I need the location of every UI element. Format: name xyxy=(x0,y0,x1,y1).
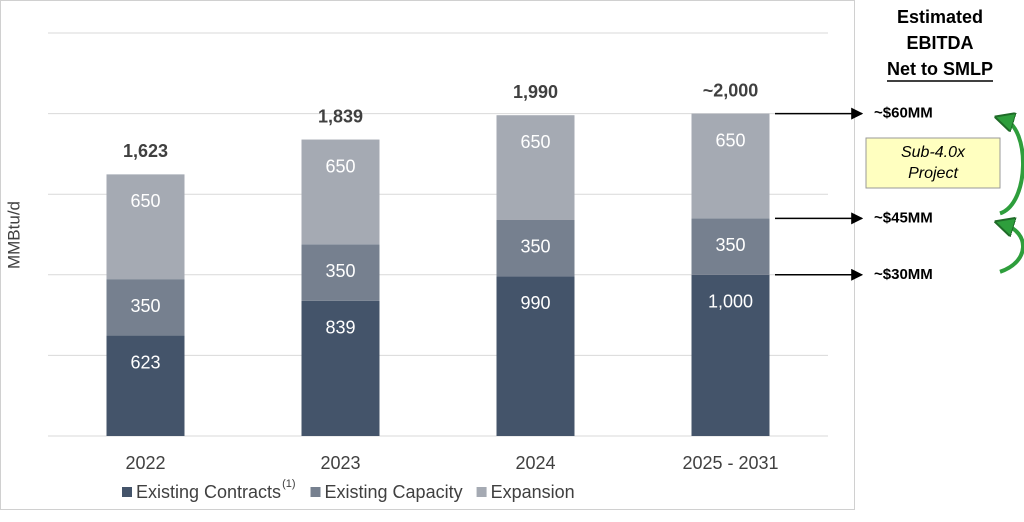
bar-segment xyxy=(106,335,185,436)
data-label: 839 xyxy=(325,318,355,338)
data-label: 650 xyxy=(715,130,745,150)
bar-segment xyxy=(496,276,575,436)
bar-segment xyxy=(496,219,575,277)
total-label: 1,990 xyxy=(513,82,558,102)
data-label: 1,000 xyxy=(708,292,753,312)
data-label: 350 xyxy=(715,235,745,255)
data-label: 650 xyxy=(520,132,550,152)
ebitda-header: Net to SMLP xyxy=(887,59,993,79)
total-label: 1,623 xyxy=(123,141,168,161)
bar-segment xyxy=(106,279,185,336)
legend-label: Existing Contracts xyxy=(136,482,281,502)
total-label: ~2,000 xyxy=(703,80,759,100)
data-label: 350 xyxy=(130,296,160,316)
legend-swatch xyxy=(122,487,132,497)
project-box xyxy=(865,137,1001,189)
bar-segment xyxy=(301,244,380,301)
data-label: 350 xyxy=(325,261,355,281)
bar-segment xyxy=(301,300,380,436)
data-label: 650 xyxy=(130,191,160,211)
bar-segment xyxy=(691,274,770,436)
x-tick-label: 2024 xyxy=(515,453,555,473)
green-arrow xyxy=(1000,120,1024,216)
ebitda-level: ~$60MM xyxy=(874,105,933,122)
legend-label: Expansion xyxy=(491,482,575,502)
x-tick-label: 2022 xyxy=(125,453,165,473)
legend-swatch xyxy=(310,487,321,497)
ebitda-level: ~$45MM xyxy=(874,209,933,226)
legend-label: Existing Capacity xyxy=(325,482,463,502)
bar-segment xyxy=(691,218,770,275)
y-axis-label: MMBtu/d xyxy=(4,201,23,269)
project-box-text: Project xyxy=(908,165,958,182)
chart-frame xyxy=(0,0,855,510)
bar-segment xyxy=(301,139,380,245)
bar-segment xyxy=(106,174,185,280)
x-tick-label: 2023 xyxy=(320,453,360,473)
ebitda-header: EBITDA xyxy=(907,33,974,53)
data-label: 990 xyxy=(520,293,550,313)
data-label: 350 xyxy=(520,237,550,257)
green-arrow xyxy=(1000,224,1024,274)
legend-swatch xyxy=(476,487,487,497)
ebitda-level: ~$30MM xyxy=(874,266,933,283)
bar-segment xyxy=(691,113,770,219)
ebitda-header: Estimated xyxy=(897,7,983,27)
total-label: 1,839 xyxy=(318,106,363,126)
data-label: 650 xyxy=(325,156,355,176)
project-box-text: Sub-4.0x xyxy=(901,144,966,161)
data-label: 623 xyxy=(130,352,160,372)
legend-superscript: (1) xyxy=(282,478,295,490)
bar-segment xyxy=(496,115,575,220)
x-tick-label: 2025 - 2031 xyxy=(682,453,778,473)
